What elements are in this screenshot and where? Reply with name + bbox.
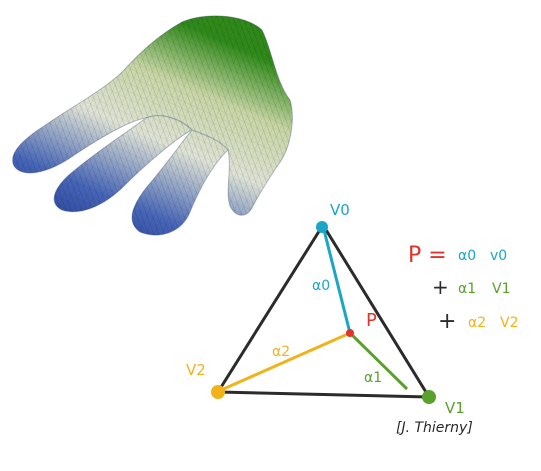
alpha1-label: α1 — [364, 370, 382, 386]
barycentric-diagram: V0 V1 V2 P α0 α1 α2 P = α0 v0 + α1 V1 + … — [186, 201, 518, 417]
hand-shape — [12, 15, 293, 236]
vertex-v2-label: V2 — [186, 361, 206, 379]
formula-term1-coef: α1 — [458, 281, 476, 297]
barycentric-formula: P = α0 v0 + α1 V1 + α2 V2 — [408, 243, 518, 334]
formula-term0-vert: v0 — [490, 248, 507, 264]
alpha0-segment — [321, 225, 352, 334]
formula-term2-coef: α2 — [468, 315, 486, 331]
formula-term1-vert: V1 — [492, 281, 510, 297]
hand-mesh-image — [12, 15, 293, 236]
point-p-dot — [346, 329, 354, 337]
formula-lhs: P = — [408, 243, 447, 268]
vertex-v0-label: V0 — [330, 201, 350, 219]
alpha2-label: α2 — [272, 344, 290, 360]
alpha1-segment — [348, 331, 409, 391]
vertex-v1-label: V1 — [445, 399, 465, 417]
formula-term0-coef: α0 — [458, 248, 476, 264]
alpha2-segment — [218, 331, 351, 393]
vertex-v2-dot — [211, 385, 225, 399]
formula-term2-vert: V2 — [500, 315, 518, 331]
vertex-v1-dot — [422, 390, 436, 404]
triangle-edges — [216, 223, 431, 399]
alpha0-label: α0 — [312, 278, 330, 294]
formula-plus1: + — [432, 275, 449, 299]
formula-plus2: + — [438, 309, 456, 334]
vertex-v0-dot — [316, 221, 328, 233]
image-credit: [J. Thierny] — [396, 420, 473, 436]
point-p-label: P — [366, 310, 377, 331]
